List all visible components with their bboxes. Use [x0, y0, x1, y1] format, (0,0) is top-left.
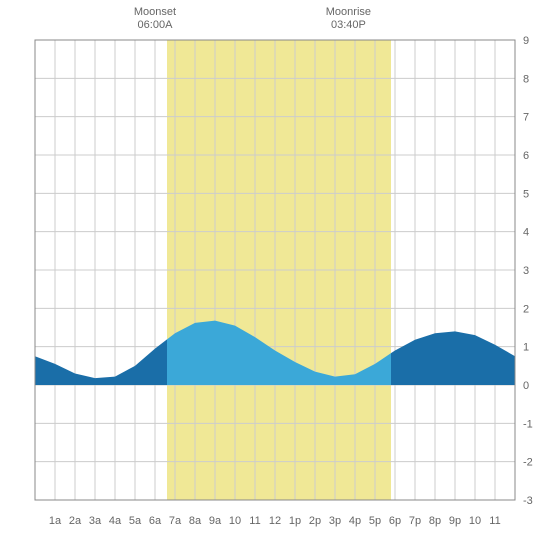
x-tick-label: 11	[489, 515, 500, 527]
y-tick-label: 6	[523, 150, 529, 162]
y-tick-label: 4	[523, 227, 529, 239]
moonset-time: 06:00A	[138, 19, 173, 31]
y-tick-label: 1	[523, 342, 529, 354]
x-tick-label: 9a	[209, 515, 222, 527]
x-tick-label: 6p	[389, 515, 401, 527]
x-tick-label: 3a	[89, 515, 102, 527]
x-tick-label: 10	[469, 515, 481, 527]
x-tick-label: 4p	[349, 515, 361, 527]
tide-chart: Moonset 06:00A Moonrise 03:40P -3-2-1012…	[0, 0, 550, 550]
x-tick-label: 2a	[69, 515, 82, 527]
x-tick-label: 2p	[309, 515, 321, 527]
moonset-label: Moonset 06:00A	[134, 6, 176, 32]
x-tick-label: 8p	[429, 515, 441, 527]
x-tick-label: 11	[249, 515, 260, 527]
x-tick-label: 5p	[369, 515, 381, 527]
y-tick-label: 5	[523, 188, 529, 200]
y-tick-label: 3	[523, 265, 529, 277]
y-tick-label: 2	[523, 303, 529, 315]
x-tick-label: 3p	[329, 515, 341, 527]
moonset-title: Moonset	[134, 6, 176, 18]
x-tick-label: 6a	[149, 515, 162, 527]
x-tick-label: 10	[229, 515, 241, 527]
y-tick-label: 0	[523, 380, 529, 392]
x-tick-label: 9p	[449, 515, 461, 527]
x-tick-label: 1a	[49, 515, 62, 527]
y-tick-label: -1	[523, 418, 533, 430]
moonrise-time: 03:40P	[331, 19, 366, 31]
x-tick-label: 1p	[289, 515, 301, 527]
x-tick-label: 12	[269, 515, 281, 527]
x-tick-label: 4a	[109, 515, 122, 527]
x-tick-label: 7a	[169, 515, 182, 527]
y-tick-label: 7	[523, 112, 529, 124]
chart-svg: -3-2-101234567891a2a3a4a5a6a7a8a9a101112…	[0, 0, 550, 550]
y-tick-label: 8	[523, 73, 529, 85]
y-tick-label: -3	[523, 495, 533, 507]
x-tick-label: 7p	[409, 515, 421, 527]
y-tick-label: 9	[523, 35, 529, 47]
moonrise-title: Moonrise	[326, 6, 371, 18]
y-tick-label: -2	[523, 457, 533, 469]
x-tick-label: 5a	[129, 515, 142, 527]
x-tick-label: 8a	[189, 515, 202, 527]
moonrise-label: Moonrise 03:40P	[326, 6, 371, 32]
